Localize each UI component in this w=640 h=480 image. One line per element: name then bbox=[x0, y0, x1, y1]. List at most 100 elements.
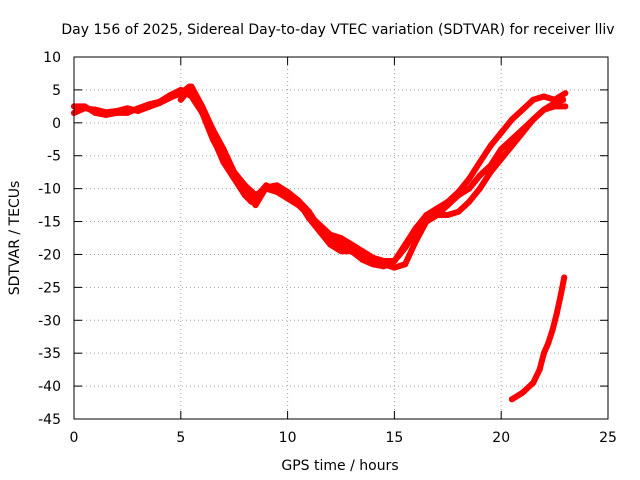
data-point bbox=[466, 198, 473, 205]
y-tick-label: -40 bbox=[38, 379, 61, 395]
data-point bbox=[551, 96, 558, 103]
data-point bbox=[561, 274, 568, 281]
data-point bbox=[81, 103, 88, 110]
data-point bbox=[558, 290, 565, 297]
data-point bbox=[252, 202, 259, 209]
data-point bbox=[359, 248, 366, 255]
data-point bbox=[444, 211, 451, 218]
data-point bbox=[530, 96, 537, 103]
data-point bbox=[348, 241, 355, 248]
series-track-b bbox=[71, 86, 569, 270]
y-tick-label: -15 bbox=[38, 215, 61, 231]
y-tick-label: 0 bbox=[52, 116, 61, 132]
series-track-d bbox=[508, 274, 568, 403]
chart-title: Day 156 of 2025, Sidereal Day-to-day VTE… bbox=[61, 22, 614, 38]
data-point bbox=[305, 215, 312, 222]
data-point bbox=[209, 126, 216, 133]
y-tick-label: -30 bbox=[38, 313, 61, 329]
data-point bbox=[338, 235, 344, 241]
data-point bbox=[434, 205, 441, 212]
x-tick-label: 5 bbox=[176, 430, 185, 446]
data-point bbox=[519, 106, 526, 113]
data-point bbox=[241, 182, 248, 189]
y-tick-label: 5 bbox=[52, 83, 61, 99]
data-point bbox=[348, 248, 355, 255]
data-point bbox=[444, 198, 451, 205]
data-point bbox=[536, 366, 543, 373]
data-point bbox=[487, 169, 494, 176]
data-point bbox=[199, 103, 206, 110]
data-point bbox=[466, 185, 473, 192]
data-point bbox=[391, 264, 398, 271]
data-point bbox=[476, 159, 483, 166]
data-point bbox=[455, 208, 462, 215]
data-point bbox=[273, 188, 280, 195]
data-point bbox=[530, 379, 537, 386]
x-tick-label: 25 bbox=[599, 430, 617, 446]
data-point bbox=[540, 93, 547, 100]
data-point bbox=[519, 389, 526, 396]
data-point bbox=[549, 327, 556, 334]
data-point bbox=[316, 228, 323, 235]
data-point bbox=[263, 185, 270, 192]
data-point bbox=[466, 175, 473, 182]
data-point bbox=[252, 192, 259, 199]
y-tick-label: -5 bbox=[47, 149, 61, 165]
data-point bbox=[434, 211, 441, 218]
data-point bbox=[551, 103, 558, 110]
data-point bbox=[423, 218, 430, 225]
y-tick-label: -10 bbox=[38, 182, 61, 198]
data-point bbox=[113, 109, 120, 116]
y-tick-label: -45 bbox=[38, 412, 61, 428]
data-point bbox=[423, 211, 430, 218]
data-point bbox=[295, 198, 302, 205]
data-point bbox=[455, 188, 462, 195]
data-point bbox=[412, 225, 419, 232]
data-point bbox=[402, 241, 409, 248]
data-point bbox=[124, 109, 131, 116]
data-point bbox=[391, 258, 398, 265]
data-point bbox=[273, 182, 280, 189]
data-point bbox=[508, 116, 515, 123]
data-point bbox=[338, 248, 344, 255]
y-tick-label: -25 bbox=[38, 280, 61, 296]
x-tick-label: 10 bbox=[279, 430, 297, 446]
data-point bbox=[327, 241, 334, 248]
data-point bbox=[284, 192, 291, 199]
y-tick-label: -20 bbox=[38, 247, 61, 263]
data-point bbox=[135, 105, 142, 112]
data-point bbox=[562, 103, 569, 110]
data-point bbox=[177, 96, 184, 103]
data-point bbox=[402, 261, 409, 268]
y-tick-label: 10 bbox=[43, 50, 61, 66]
data-point bbox=[508, 396, 515, 403]
data-point bbox=[220, 146, 227, 153]
y-tick-label: -35 bbox=[38, 346, 61, 362]
data-point bbox=[530, 116, 537, 123]
data-point bbox=[145, 101, 152, 108]
data-point bbox=[156, 98, 163, 105]
data-point bbox=[498, 156, 505, 163]
plot-frame bbox=[73, 56, 609, 420]
data-point bbox=[553, 310, 560, 317]
data-point bbox=[188, 83, 195, 90]
x-tick-label: 15 bbox=[385, 430, 403, 446]
data-point bbox=[562, 90, 569, 97]
data-point bbox=[540, 350, 547, 357]
data-point bbox=[167, 92, 174, 99]
data-point bbox=[380, 261, 387, 268]
data-point bbox=[498, 146, 505, 153]
series-track-c bbox=[177, 83, 569, 271]
data-point bbox=[370, 259, 377, 266]
data-point bbox=[540, 106, 547, 113]
data-point bbox=[92, 109, 99, 116]
data-point bbox=[508, 142, 515, 149]
data-point bbox=[498, 129, 505, 136]
data-point bbox=[476, 185, 483, 192]
data-point bbox=[412, 238, 419, 245]
data-point bbox=[338, 241, 344, 248]
y-axis-label: SDTVAR / TECUs bbox=[7, 181, 23, 296]
x-tick-label: 0 bbox=[70, 430, 79, 446]
x-axis-label: GPS time / hours bbox=[281, 458, 398, 474]
